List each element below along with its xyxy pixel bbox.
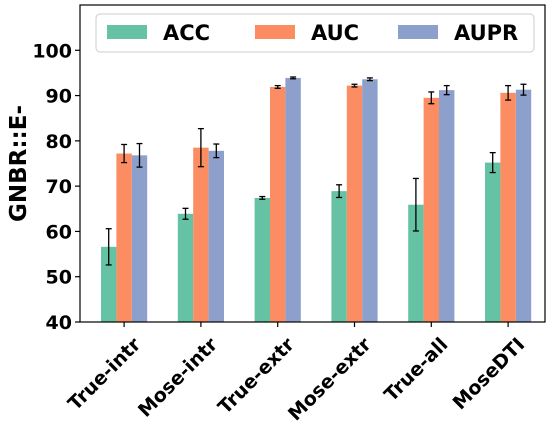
x-tick-label: True-intr: [64, 333, 146, 415]
legend-swatch-auc: [255, 25, 295, 39]
error-bar-acc-true-extr: [259, 195, 266, 200]
bar-auc-mose-intr: [193, 147, 209, 322]
legend-label-aupr: AUPR: [454, 21, 518, 45]
legend: ACC AUC AUPR: [95, 13, 535, 53]
y-tick-label: 50: [46, 267, 72, 289]
error-bars-layer: [105, 76, 527, 266]
bar-auc-true-intr: [116, 153, 132, 322]
error-bar-acc-mose-extr: [336, 184, 343, 199]
y-tick-label: 100: [32, 40, 72, 62]
y-tick-label: 80: [46, 131, 72, 153]
error-bar-aupr-true-all: [443, 84, 450, 96]
y-tick-label: 90: [46, 86, 72, 108]
error-bar-auc-true-extr: [274, 84, 281, 89]
legend-label-auc: AUC: [311, 21, 359, 45]
error-bar-acc-mosedti: [489, 151, 496, 174]
x-tick-label: True-extr: [214, 333, 299, 418]
bar-acc-true-extr: [254, 197, 270, 322]
bar-auc-true-extr: [270, 86, 286, 323]
bar-aupr-mosedti: [515, 89, 532, 322]
error-bar-acc-true-all: [412, 177, 419, 232]
error-bar-aupr-mose-intr: [213, 143, 220, 159]
error-bar-auc-true-intr: [121, 143, 128, 164]
legend-label-acc: ACC: [163, 21, 210, 45]
bars-layer: [101, 77, 532, 323]
error-bar-aupr-true-intr: [136, 142, 143, 168]
error-bar-auc-true-all: [428, 91, 435, 105]
bar-aupr-true-intr: [131, 155, 148, 322]
bar-aupr-mose-intr: [208, 150, 224, 322]
error-bar-acc-true-intr: [105, 228, 112, 266]
bar-aupr-mose-extr: [362, 79, 378, 322]
bar-acc-mose-extr: [331, 191, 347, 322]
x-tick-label: True-all: [380, 334, 452, 406]
bar-auc-true-all: [423, 97, 439, 322]
error-bar-auc-mose-extr: [351, 83, 358, 88]
error-bar-auc-mosedti: [505, 84, 512, 101]
plot-frame: [79, 4, 546, 323]
y-tick-label: 70: [46, 176, 72, 198]
y-axis-title: GNBR::E-: [6, 105, 32, 222]
bar-aupr-true-extr: [285, 77, 301, 322]
x-tick-label: Mose-intr: [134, 333, 223, 422]
x-tick-label: Mose-extr: [284, 333, 376, 425]
bar-auc-mosedti: [500, 92, 516, 323]
x-tick-label: MoseDTI: [449, 334, 530, 415]
error-bar-acc-mose-intr: [182, 207, 189, 220]
bar-acc-true-all: [408, 204, 424, 322]
bar-aupr-true-all: [439, 90, 455, 322]
bar-auc-mose-extr: [346, 85, 363, 322]
bar-acc-mose-intr: [177, 213, 194, 322]
y-axis: 40 50 60 70 80 90 100: [32, 40, 80, 334]
y-tick-label: 60: [46, 221, 72, 243]
bar-acc-mosedti: [485, 162, 501, 322]
y-tick-label: 40: [46, 312, 72, 334]
error-bar-aupr-mosedti: [520, 83, 527, 96]
error-bar-aupr-mose-extr: [366, 77, 373, 82]
error-bar-auc-mose-intr: [197, 127, 204, 168]
error-bar-aupr-true-extr: [290, 76, 297, 80]
legend-swatch-aupr: [398, 25, 438, 39]
bar-acc-true-intr: [101, 246, 117, 322]
legend-swatch-acc: [107, 25, 147, 39]
legend-box: [95, 13, 535, 53]
